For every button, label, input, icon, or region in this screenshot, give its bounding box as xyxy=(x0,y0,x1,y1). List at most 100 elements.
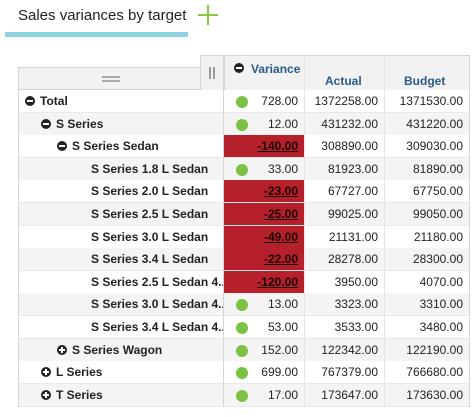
row-label: S Series 3.4 L Sedan 4... xyxy=(91,320,224,334)
variance-value: -22.00 xyxy=(263,252,298,267)
variance-cell[interactable]: -25.00 xyxy=(224,203,304,226)
row-header-corner[interactable] xyxy=(18,67,200,90)
collapse-icon[interactable] xyxy=(41,118,51,129)
actual-value: 308890.00 xyxy=(321,139,378,154)
actual-cell: 99025.00 xyxy=(304,203,384,226)
plus-icon[interactable] xyxy=(196,3,220,27)
expand-icon[interactable] xyxy=(57,344,67,355)
status-dot-icon xyxy=(236,389,248,402)
budget-cell: 28300.00 xyxy=(384,248,470,272)
budget-cell: 67750.00 xyxy=(384,180,470,204)
status-dot-icon xyxy=(236,96,248,108)
table-row[interactable]: S Series Wagon 152.00 122342.00 122190.00 xyxy=(18,338,470,362)
actual-cell: 81923.00 xyxy=(304,157,384,181)
budget-value: 766680.00 xyxy=(406,365,463,380)
drag-grip-icon[interactable] xyxy=(102,76,120,82)
variance-cell[interactable]: -140.00 xyxy=(224,135,304,159)
row-label-cell[interactable]: S Series 2.5 L Sedan xyxy=(18,203,224,226)
collapse-icon[interactable] xyxy=(57,141,67,152)
collapse-icon[interactable] xyxy=(234,63,244,73)
pivot-grid: Variance Actual Budget Total 728.00 137225… xyxy=(18,55,470,415)
variance-value: 33.00 xyxy=(267,161,298,176)
table-row[interactable]: S Series Sedan -140.00 308890.00 309030.00 xyxy=(18,135,470,159)
table-row[interactable]: S Series 3.0 L Sedan 4... 13.00 3323.00 331… xyxy=(18,293,470,317)
row-label-cell[interactable]: S Series Wagon xyxy=(18,338,224,362)
table-row[interactable]: S Series 2.5 L Sedan -25.00 99025.00 99050.… xyxy=(18,203,470,226)
actual-cell: 3323.00 xyxy=(304,293,384,317)
budget-value: 28300.00 xyxy=(412,252,463,267)
row-label-cell[interactable]: T Series xyxy=(18,383,224,407)
row-label-cell[interactable]: S Series 3.4 L Sedan xyxy=(18,248,224,272)
variance-value: -25.00 xyxy=(263,207,298,221)
table-row[interactable]: Total 728.00 1372258.00 1371530.00 xyxy=(18,90,470,113)
actual-value: 173647.00 xyxy=(321,387,378,402)
budget-value: 122190.00 xyxy=(406,342,463,357)
table-row[interactable]: S Series 3.4 L Sedan 4... 53.00 3533.00 348… xyxy=(18,316,470,339)
row-label-cell[interactable]: S Series 3.0 L Sedan 4... xyxy=(18,293,224,317)
status-dot-icon xyxy=(236,163,248,176)
actual-value: 3950.00 xyxy=(334,274,378,289)
table-row[interactable]: L Series 699.00 767379.00 766680.00 xyxy=(18,361,470,385)
budget-value: 99050.00 xyxy=(412,207,463,221)
row-label-cell[interactable]: S Series Sedan xyxy=(18,135,224,159)
variance-cell[interactable]: -120.00 xyxy=(224,270,304,294)
actual-cell: 67727.00 xyxy=(304,180,384,204)
table-row[interactable]: S Series 3.0 L Sedan -49.00 21131.00 21180.… xyxy=(18,225,470,249)
actual-cell: 21131.00 xyxy=(304,225,384,249)
actual-cell: 173647.00 xyxy=(304,383,384,407)
status-dot-icon xyxy=(236,322,248,334)
row-label-cell[interactable]: S Series 3.0 L Sedan xyxy=(18,225,224,249)
table-row[interactable]: S Series 12.00 431232.00 431220.00 xyxy=(18,112,470,136)
variance-value: 53.00 xyxy=(267,320,298,334)
actual-cell: 3533.00 xyxy=(304,316,384,339)
collapse-icon[interactable] xyxy=(25,96,35,106)
row-label-cell[interactable]: S Series 2.5 L Sedan 4... xyxy=(18,270,224,294)
table-row[interactable]: S Series 1.8 L Sedan 33.00 81923.00 81890.0… xyxy=(18,157,470,181)
pause-icon xyxy=(209,67,215,79)
table-row[interactable]: S Series 2.0 L Sedan -23.00 67727.00 67750.… xyxy=(18,180,470,204)
row-label-cell[interactable]: S Series 3.4 L Sedan 4... xyxy=(18,316,224,339)
variance-cell[interactable]: -22.00 xyxy=(224,248,304,272)
row-label: S Series Sedan xyxy=(72,139,159,154)
expand-icon[interactable] xyxy=(41,389,51,400)
row-label: S Series 2.5 L Sedan 4... xyxy=(91,274,224,289)
column-header-variance[interactable]: Variance xyxy=(224,55,304,90)
variance-value: 13.00 xyxy=(267,297,298,312)
row-label: S Series 3.0 L Sedan 4... xyxy=(91,297,224,312)
actual-value: 122342.00 xyxy=(321,342,378,357)
row-label-cell[interactable]: S Series xyxy=(18,112,224,136)
status-dot-icon xyxy=(236,118,248,131)
actual-cell: 431232.00 xyxy=(304,112,384,136)
row-label: S Series xyxy=(56,116,104,131)
actual-value: 67727.00 xyxy=(327,184,378,199)
actual-cell: 1372258.00 xyxy=(304,90,384,113)
row-label-cell[interactable]: S Series 1.8 L Sedan xyxy=(18,157,224,181)
column-resize-handle[interactable] xyxy=(200,55,224,90)
variance-value: 728.00 xyxy=(261,94,298,108)
row-label-cell[interactable]: L Series xyxy=(18,361,224,385)
variance-value: -23.00 xyxy=(263,184,298,199)
row-label-cell[interactable]: Total xyxy=(18,90,224,113)
budget-value: 81890.00 xyxy=(412,161,463,176)
row-label: S Series 2.0 L Sedan xyxy=(91,184,209,199)
grid-header: Variance Actual Budget xyxy=(18,55,470,90)
row-label: Total xyxy=(40,94,68,108)
budget-value: 1371530.00 xyxy=(399,94,463,108)
column-header-label: Variance xyxy=(251,62,301,76)
variance-cell[interactable]: -23.00 xyxy=(224,180,304,204)
budget-value: 3310.00 xyxy=(419,297,463,312)
row-label: S Series 1.8 L Sedan xyxy=(91,161,209,176)
actual-cell: 28278.00 xyxy=(304,248,384,272)
variance-value: 152.00 xyxy=(261,342,298,357)
variance-cell[interactable]: -49.00 xyxy=(224,225,304,249)
table-row[interactable]: S Series 3.4 L Sedan -22.00 28278.00 28300.… xyxy=(18,248,470,272)
expand-icon[interactable] xyxy=(41,367,51,378)
row-label: S Series Wagon xyxy=(72,342,163,357)
budget-value: 67750.00 xyxy=(412,184,463,199)
table-row[interactable]: T Series 17.00 173647.00 173630.00 xyxy=(18,383,470,407)
column-header-budget[interactable]: Budget xyxy=(384,55,470,90)
row-label-cell[interactable]: S Series 2.0 L Sedan xyxy=(18,180,224,204)
column-header-actual[interactable]: Actual xyxy=(304,55,384,90)
page-title: Sales variances by target xyxy=(18,7,187,24)
table-row[interactable]: S Series 2.5 L Sedan 4... -120.00 3950.00 4… xyxy=(18,270,470,294)
